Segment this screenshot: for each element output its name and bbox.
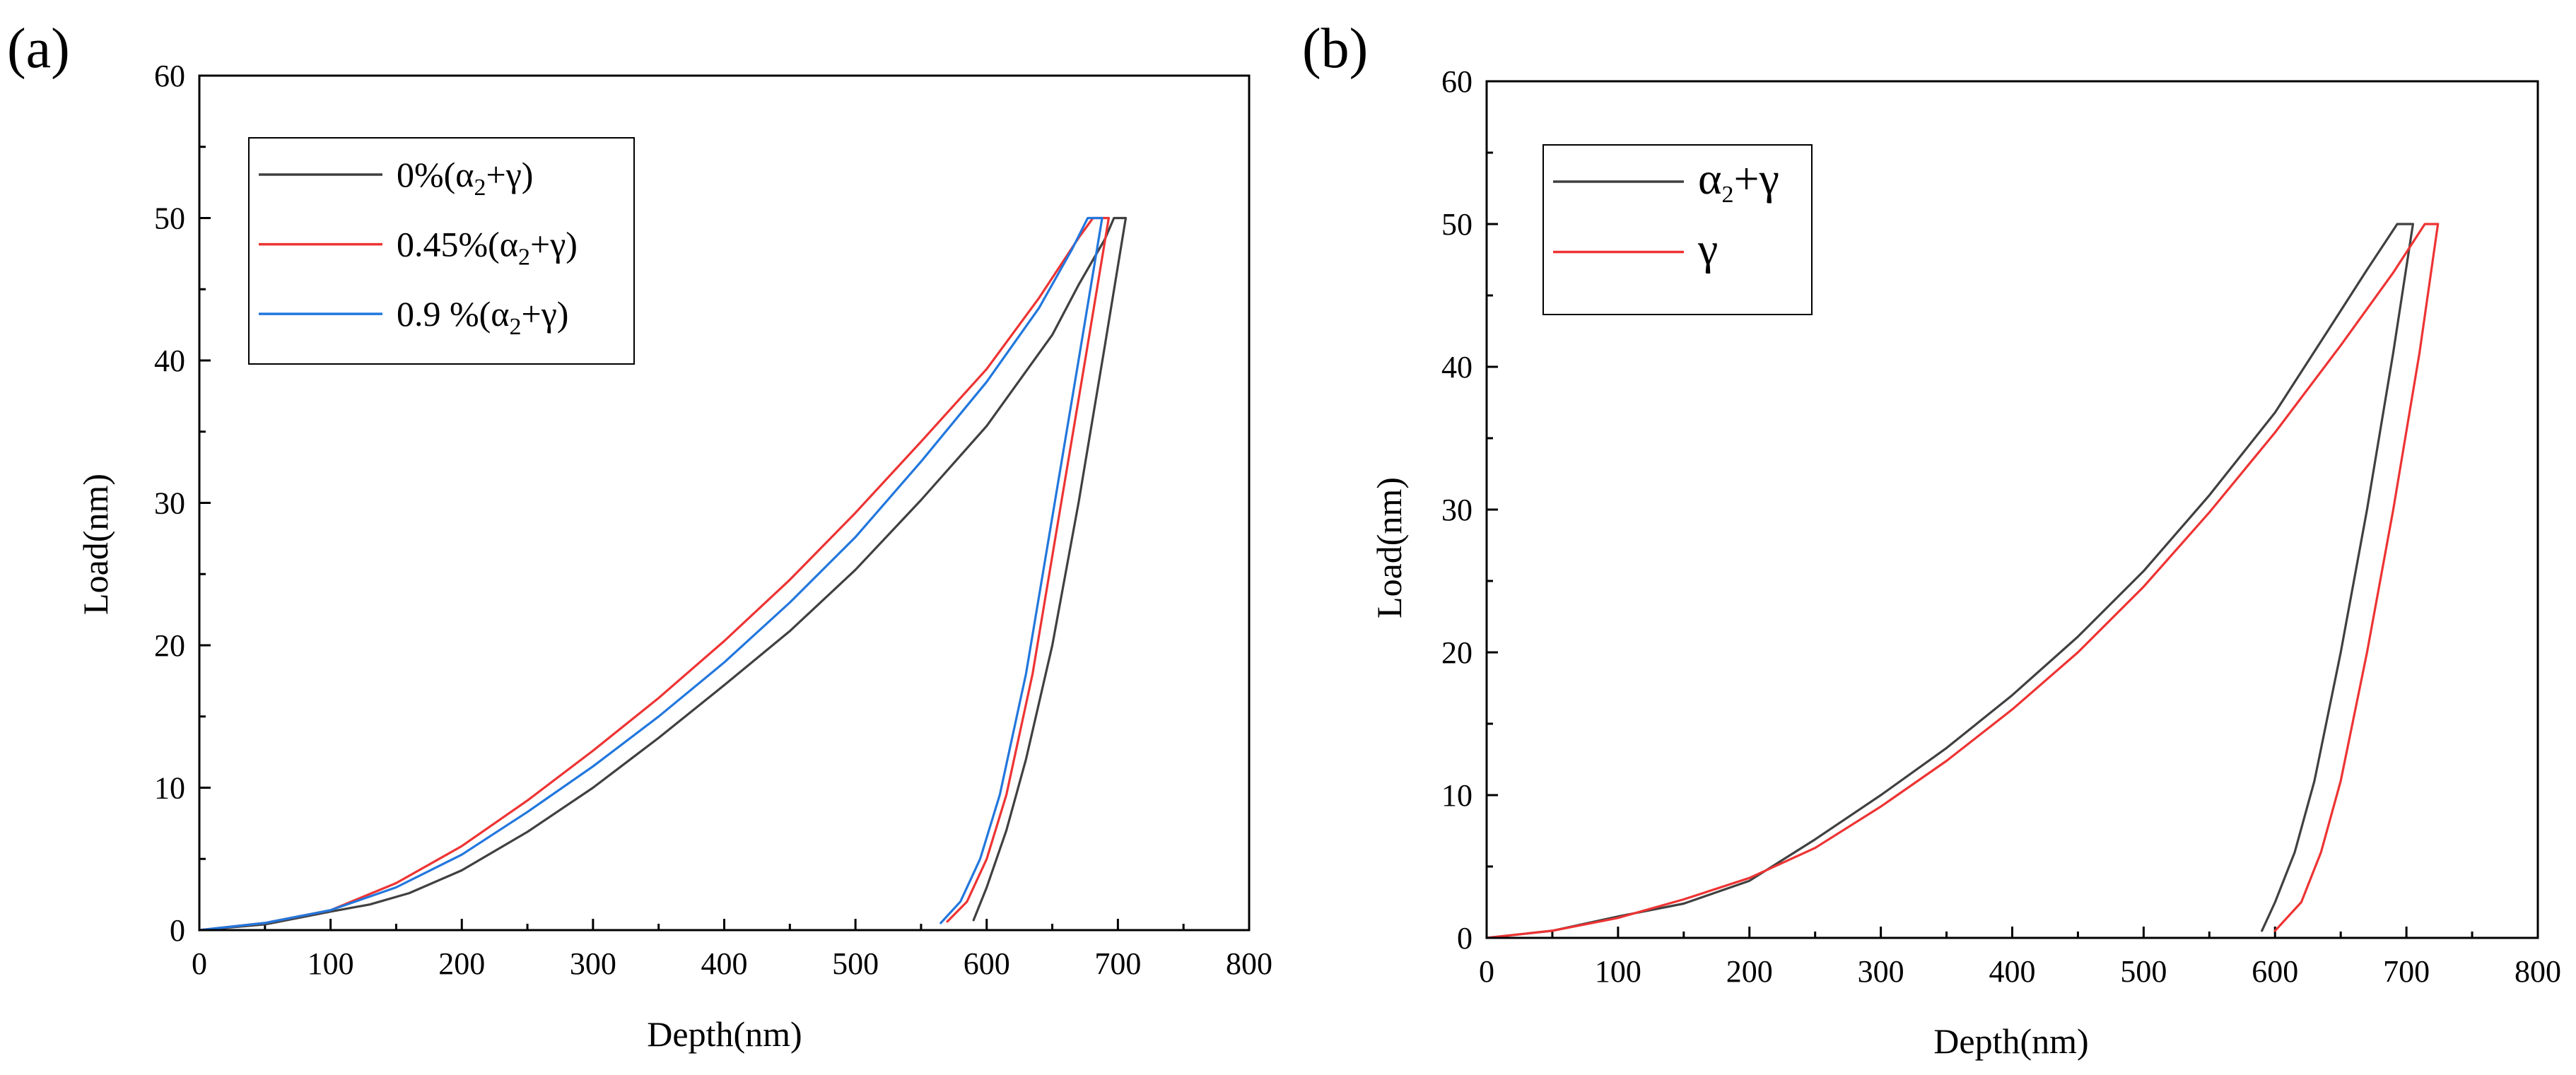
panel-b-y-axis-title: Load(nm) — [1369, 477, 1409, 618]
panel-b: (b) 0 100 200 300 400 500 600 700 800 0 10 20 30 40 50… — [1302, 18, 2561, 1061]
panel-b-legend-box — [1542, 144, 1813, 315]
legend-label-text: 0.45%(α — [397, 225, 518, 264]
panel-a: (a) 0 100 200 300 400 500 600 700 800 0 10 20 30 40 50… — [7, 18, 1272, 1054]
panel-b-y-tick-label: 60 — [1441, 64, 1473, 99]
panel-a-series — [198, 216, 1128, 932]
panel-b-x-tick-label: 0 — [1479, 954, 1494, 989]
legend-label-subscript: 2 — [510, 314, 522, 340]
panel-a-x-tick-label: 700 — [1094, 946, 1141, 981]
legend-label-subscript: 2 — [518, 245, 530, 271]
panel-a-series-line-3 — [198, 216, 1103, 932]
panel-a-y-tick-label: 60 — [154, 59, 185, 93]
panel-b-x-tick-label: 400 — [1989, 954, 2036, 989]
panel-b-x-tick-label: 800 — [2514, 954, 2561, 989]
legend-label-tail: +γ) — [522, 294, 569, 334]
panel-b-series-line-2 — [1485, 223, 2440, 939]
panel-b-x-tick-label: 200 — [1726, 954, 1773, 989]
panel-b-axes-frame — [1485, 80, 2539, 939]
legend-label-tail: +γ) — [486, 155, 534, 194]
panel-b-series — [1485, 223, 2440, 939]
panel-b-x-tick-label: 100 — [1595, 954, 1641, 989]
panel-b-ticks: 0 100 200 300 400 500 600 700 800 0 10 20 30 40 50 60 — [1441, 64, 2561, 989]
panel-a-axes-frame — [198, 74, 1251, 932]
panel-b-x-tick-label: 300 — [1858, 954, 1904, 989]
panel-a-x-tick-label: 500 — [832, 946, 879, 981]
legend-label-tail: +γ — [1734, 153, 1779, 204]
panel-a-y-tick-label: 30 — [154, 486, 185, 521]
panel-a-x-tick-label: 600 — [964, 946, 1010, 981]
panel-b-legend: α2+γ γ — [1542, 144, 1813, 315]
panel-a-y-tick-label: 50 — [154, 201, 185, 236]
panel-b-y-tick-label: 20 — [1441, 635, 1473, 670]
legend-label-text: α — [1698, 153, 1722, 204]
panel-b-x-tick-label: 500 — [2120, 954, 2167, 989]
panel-a-x-tick-label: 800 — [1226, 946, 1272, 981]
panel-b-x-tick-label: 700 — [2383, 954, 2430, 989]
panel-a-x-axis-title: Depth(nm) — [647, 1014, 802, 1054]
panel-b-label: (b) — [1302, 18, 1368, 80]
panel-a-y-tick-label: 10 — [154, 771, 185, 806]
panel-b-y-tick-label: 10 — [1441, 778, 1473, 813]
panel-a-ticks: 0 100 200 300 400 500 600 700 800 0 10 20 30 40 50 60 — [154, 59, 1272, 981]
panel-a-x-tick-label: 0 — [192, 946, 207, 981]
legend-label-subscript: 2 — [1722, 182, 1734, 208]
panel-a-x-tick-label: 100 — [308, 946, 354, 981]
panel-a-legend-label-3: 0.9 %(α2+γ) — [397, 294, 568, 340]
panel-b-y-tick-label: 40 — [1441, 350, 1473, 384]
panel-a-y-tick-label: 0 — [170, 913, 185, 948]
panel-b-x-tick-label: 600 — [2252, 954, 2298, 989]
panel-b-y-tick-label: 0 — [1457, 921, 1473, 956]
panel-a-label: (a) — [7, 18, 70, 80]
panel-b-y-tick-label: 30 — [1441, 493, 1473, 527]
panel-b-legend-label-2: γ — [1697, 223, 1718, 274]
panel-a-x-tick-label: 400 — [701, 946, 748, 981]
legend-label-tail: +γ) — [530, 225, 578, 264]
panel-b-legend-label-1: α2+γ — [1698, 153, 1779, 208]
panel-a-y-tick-label: 40 — [154, 343, 185, 378]
panel-a-y-axis-title: Load(nm) — [76, 474, 115, 615]
panel-b-x-axis-title: Depth(nm) — [1933, 1021, 2088, 1061]
panel-a-legend-label-1: 0%(α2+γ) — [397, 155, 533, 201]
legend-label-text: 0%(α — [397, 155, 474, 194]
panel-a-y-tick-label: 20 — [154, 628, 185, 663]
panel-b-series-line-1 — [1485, 223, 2414, 939]
panel-a-legend-label-2: 0.45%(α2+γ) — [397, 225, 578, 271]
legend-label-text: 0.9 %(α — [397, 294, 510, 334]
legend-label-text: γ — [1697, 223, 1718, 274]
panel-a-series-line-2 — [198, 216, 1110, 932]
legend-label-subscript: 2 — [474, 175, 486, 201]
panel-a-x-tick-label: 300 — [570, 946, 616, 981]
panel-a-series-line-1 — [198, 216, 1128, 932]
panel-a-x-tick-label: 200 — [438, 946, 485, 981]
panel-b-y-tick-label: 50 — [1441, 207, 1473, 242]
panel-a-legend: 0%(α2+γ)0.45%(α2+γ)0.9 %(α2+γ) — [248, 137, 635, 365]
